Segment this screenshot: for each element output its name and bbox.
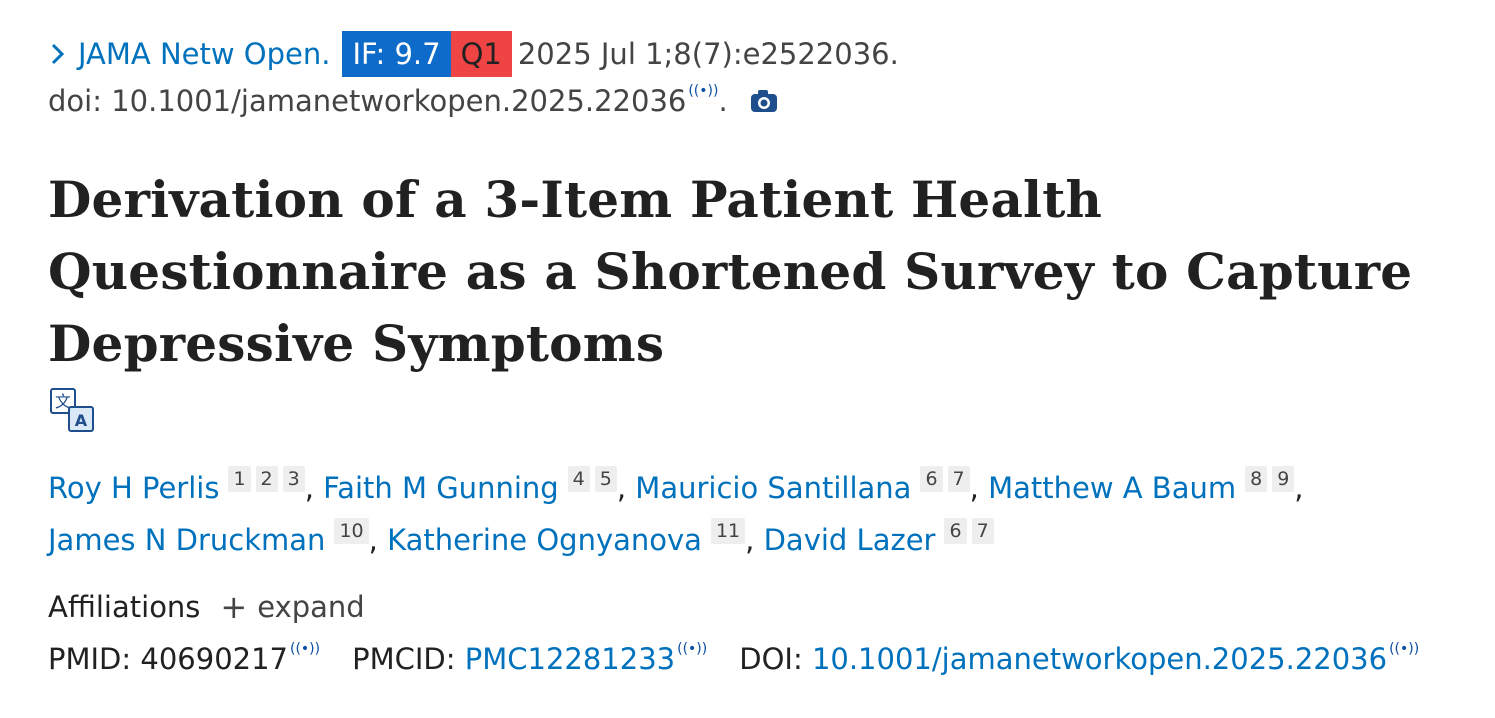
article-title: Derivation of a 3-Item Patient Health Qu… <box>48 170 1413 373</box>
svg-text:文: 文 <box>55 392 71 411</box>
author-separator: , <box>304 471 314 505</box>
affiliation-ref[interactable]: 2 <box>255 466 278 492</box>
affiliation-ref[interactable]: 4 <box>567 466 590 492</box>
expand-label: expand <box>257 590 365 624</box>
doi-link[interactable]: 10.1001/jamanetworkopen.2025.22036 <box>811 642 1388 676</box>
affiliation-ref[interactable]: 8 <box>1245 466 1268 492</box>
affiliation-ref[interactable]: 6 <box>944 518 967 544</box>
author-separator: , <box>368 523 378 557</box>
doi-label: DOI: <box>739 642 803 676</box>
pmcid-label: PMCID: <box>352 642 456 676</box>
radio-signal-icon[interactable]: ((•)) <box>677 641 708 657</box>
pmcid-link[interactable]: PMC12281233 <box>464 642 676 676</box>
author-separator: , <box>1294 471 1304 505</box>
author-list: Roy H Perlis 1 2 3, Faith M Gunning 4 5, Maur… <box>48 462 1468 566</box>
affiliation-ref[interactable]: 11 <box>710 518 746 544</box>
affiliation-ref[interactable]: 9 <box>1272 466 1295 492</box>
doi-text: doi: 10.1001/jamanetworkopen.2025.22036 <box>48 84 687 118</box>
affiliation-ref[interactable]: 10 <box>334 518 369 544</box>
author-link[interactable]: Katherine Ognyanova <box>387 523 702 557</box>
pmid-label: PMID: <box>48 642 132 676</box>
radio-signal-icon[interactable]: ((•)) <box>1389 641 1420 657</box>
pmid-value: 40690217 <box>140 642 288 676</box>
svg-text:A: A <box>75 411 88 430</box>
identifiers-row: PMID: 40690217 ((•)) PMCID: PMC12281233((… <box>48 641 1420 676</box>
radio-signal-icon[interactable]: ((•)) <box>290 641 321 657</box>
radio-signal-icon[interactable]: ((•)) <box>688 83 719 99</box>
author-separator: , <box>616 471 627 505</box>
author-separator: , <box>969 471 979 505</box>
author-separator: , <box>745 523 755 557</box>
author-link[interactable]: James N Druckman <box>48 523 326 557</box>
publication-date: 2025 Jul 1;8(7):e2522036. <box>517 37 899 71</box>
affiliation-ref[interactable]: 3 <box>282 466 305 492</box>
author-link[interactable]: Faith M Gunning <box>323 471 559 505</box>
author-link[interactable]: Matthew A Baum <box>988 471 1237 505</box>
journal-link[interactable]: JAMA Netw Open. <box>78 37 331 71</box>
affiliation-ref[interactable]: 7 <box>971 518 994 544</box>
affiliation-ref[interactable]: 6 <box>920 466 943 492</box>
doi-line: doi: 10.1001/jamanetworkopen.2025.22036(… <box>48 83 778 118</box>
affiliation-ref[interactable]: 7 <box>947 466 970 492</box>
affiliations-label: Affiliations <box>48 590 201 624</box>
quartile-badge: Q1 <box>450 31 512 77</box>
affiliation-ref[interactable]: 1 <box>228 466 251 492</box>
impact-factor-badge: IF: 9.7 <box>342 31 451 77</box>
doi-suffix: . <box>718 84 728 118</box>
camera-icon[interactable] <box>750 89 778 113</box>
affiliations-row: Affiliations + expand <box>48 588 365 626</box>
affiliation-ref[interactable]: 5 <box>594 466 617 492</box>
citation-line: JAMA Netw Open. IF: 9.7 Q1 2025 Jul 1;8(… <box>48 31 899 77</box>
translate-icon[interactable]: 文 A <box>50 388 94 436</box>
author-link[interactable]: David Lazer <box>763 523 936 557</box>
plus-icon: + <box>220 588 248 626</box>
author-link[interactable]: Roy H Perlis <box>48 471 220 505</box>
expand-affiliations-button[interactable]: + expand <box>200 588 364 626</box>
author-link[interactable]: Mauricio Santillana <box>635 471 912 505</box>
chevron-right-icon[interactable] <box>48 42 68 66</box>
